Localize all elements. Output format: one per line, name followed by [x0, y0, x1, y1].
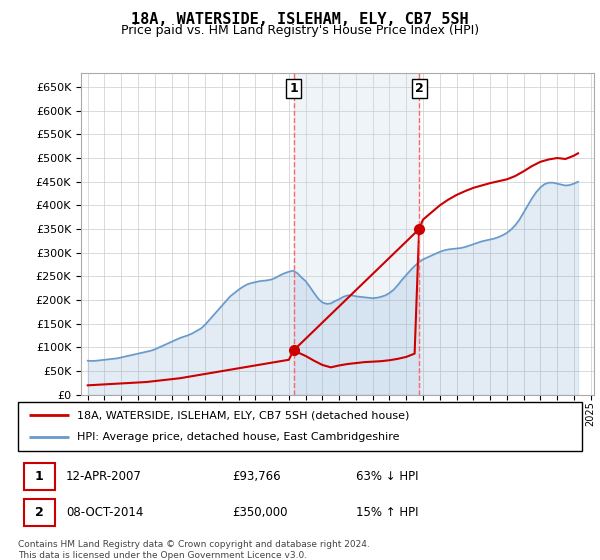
- Text: 18A, WATERSIDE, ISLEHAM, ELY, CB7 5SH (detached house): 18A, WATERSIDE, ISLEHAM, ELY, CB7 5SH (d…: [77, 410, 410, 421]
- Text: HPI: Average price, detached house, East Cambridgeshire: HPI: Average price, detached house, East…: [77, 432, 400, 442]
- Text: 2: 2: [35, 506, 44, 519]
- Text: 63% ↓ HPI: 63% ↓ HPI: [356, 470, 419, 483]
- Text: 1: 1: [35, 470, 44, 483]
- FancyBboxPatch shape: [24, 463, 55, 490]
- Text: 18A, WATERSIDE, ISLEHAM, ELY, CB7 5SH: 18A, WATERSIDE, ISLEHAM, ELY, CB7 5SH: [131, 12, 469, 27]
- Text: 15% ↑ HPI: 15% ↑ HPI: [356, 506, 419, 519]
- Bar: [293, 73, 419, 395]
- Text: 1: 1: [289, 82, 298, 95]
- Text: Contains HM Land Registry data © Crown copyright and database right 2024.
This d: Contains HM Land Registry data © Crown c…: [18, 540, 370, 560]
- Text: £350,000: £350,000: [232, 506, 288, 519]
- FancyBboxPatch shape: [18, 402, 582, 451]
- Text: Price paid vs. HM Land Registry's House Price Index (HPI): Price paid vs. HM Land Registry's House …: [121, 24, 479, 37]
- Text: 2: 2: [415, 82, 424, 95]
- Text: 12-APR-2007: 12-APR-2007: [66, 470, 142, 483]
- FancyBboxPatch shape: [24, 498, 55, 526]
- Text: 08-OCT-2014: 08-OCT-2014: [66, 506, 143, 519]
- Text: £93,766: £93,766: [232, 470, 281, 483]
